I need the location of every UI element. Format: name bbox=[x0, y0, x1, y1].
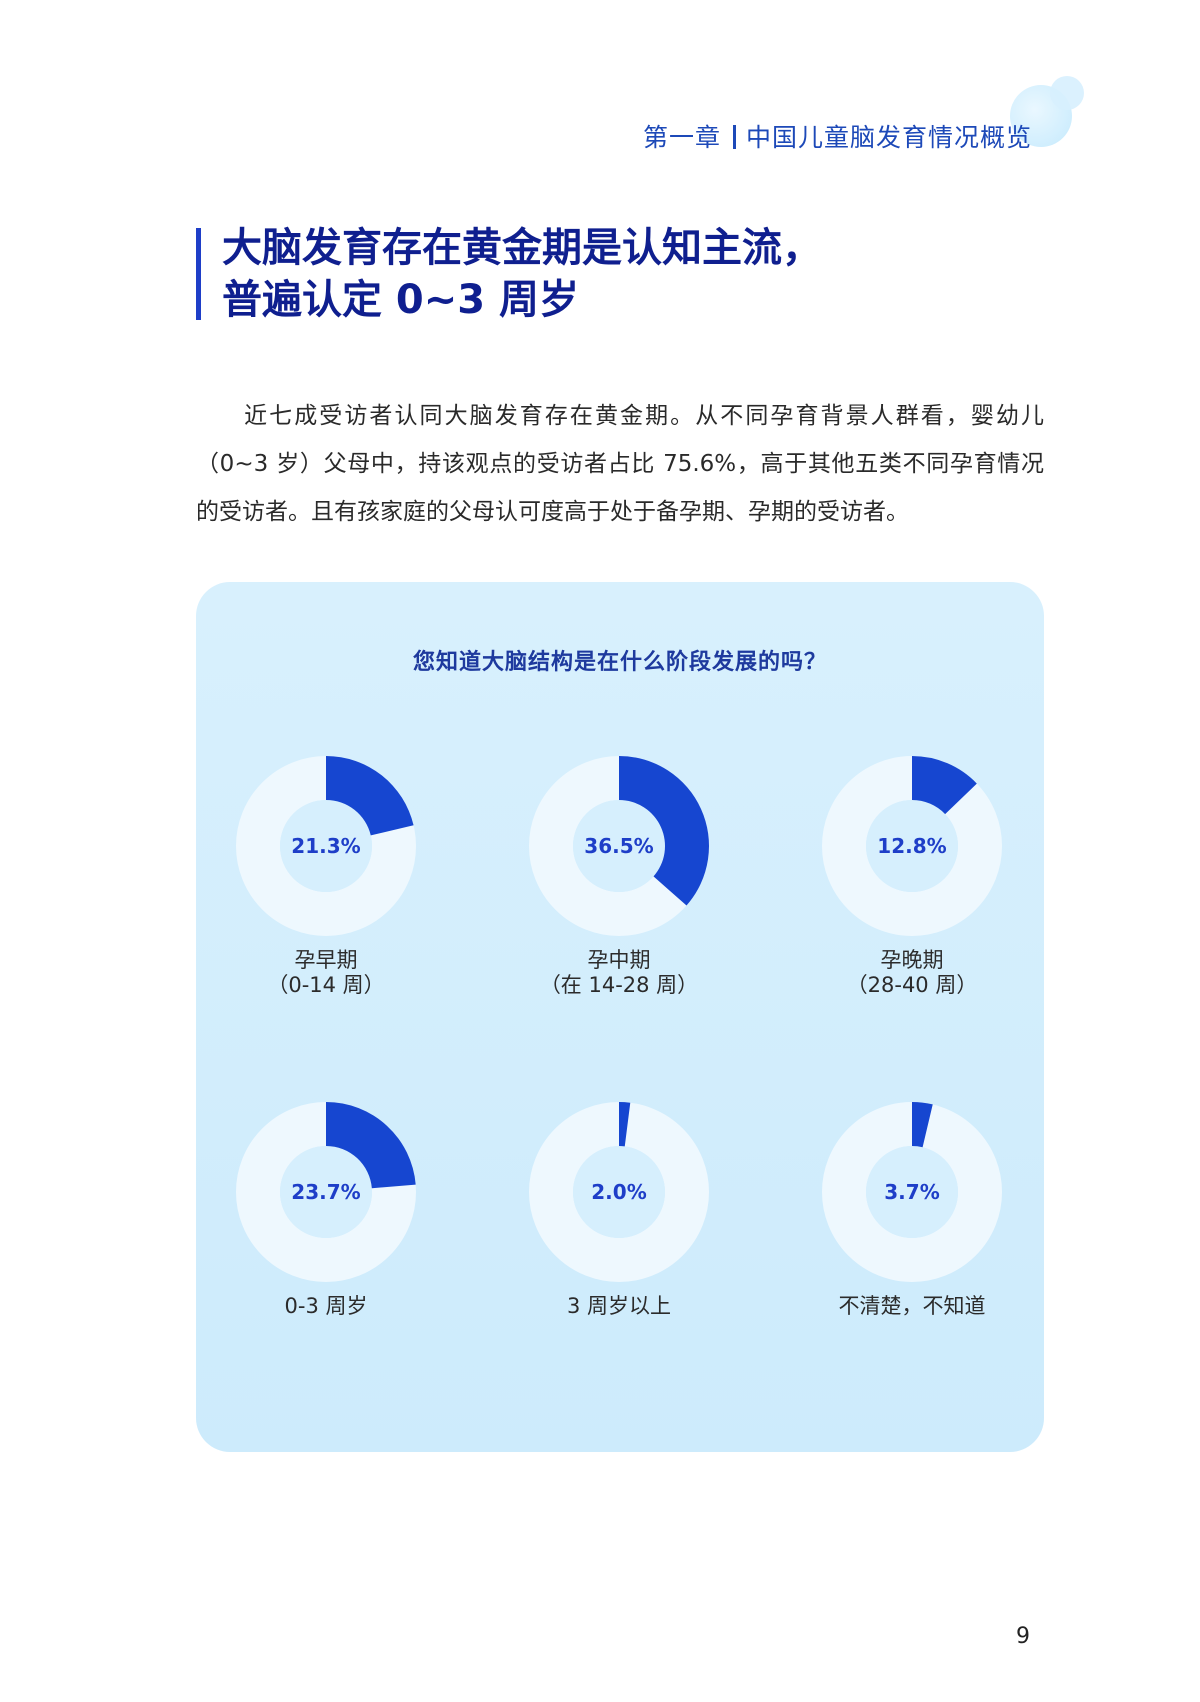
decorative-bubble-small bbox=[1050, 76, 1084, 110]
donut-value-label: 12.8% bbox=[877, 834, 946, 858]
donut-slice bbox=[326, 1102, 416, 1189]
donut-category-label: 不清楚，不知道 bbox=[838, 1294, 986, 1318]
section-title-line1: 大脑发育存在黄金期是认知主流， bbox=[222, 225, 822, 271]
donut-chart: 3.7% bbox=[822, 1102, 1002, 1282]
donut-category-label: 0-3 周岁 bbox=[284, 1294, 368, 1318]
section-title: 大脑发育存在黄金期是认知主流， 普遍认定 0~3 周岁 bbox=[222, 222, 822, 326]
donut-value-label: 2.0% bbox=[591, 1180, 646, 1204]
donut-slice bbox=[326, 756, 414, 836]
donut-value-label: 3.7% bbox=[884, 1180, 939, 1204]
header-separator bbox=[732, 125, 736, 149]
donut-slice bbox=[912, 1102, 933, 1148]
donut-hole bbox=[280, 800, 372, 892]
donut-hole bbox=[573, 1146, 665, 1238]
donut-slice bbox=[619, 756, 709, 906]
donut-item: 36.5% 孕中期 （在 14-28 周） bbox=[489, 754, 749, 998]
donut-category-label: 孕晚期 （28-40 周） bbox=[846, 948, 978, 997]
chart-question: 您知道大脑结构是在什么阶段发展的吗？ bbox=[412, 650, 827, 675]
donut-item: 12.8% 孕晚期 （28-40 周） bbox=[782, 754, 1042, 998]
intro-text: 近七成受访者认同大脑发育存在黄金期。从不同孕育背景人群看，婴幼儿（0~3 岁）父… bbox=[196, 403, 1044, 525]
donut-value-label: 36.5% bbox=[584, 834, 653, 858]
intro-paragraph: 近七成受访者认同大脑发育存在黄金期。从不同孕育背景人群看，婴幼儿（0~3 岁）父… bbox=[196, 392, 1044, 536]
donut-hole bbox=[866, 800, 958, 892]
running-header: 第一章 中国儿童脑发育情况概览 bbox=[643, 118, 1032, 154]
donut-chart: 2.0% bbox=[529, 1102, 709, 1282]
donut-item: 21.3% 孕早期 （0-14 周） bbox=[196, 754, 456, 998]
chapter-number: 第一章 bbox=[642, 123, 721, 152]
donut-value-label: 23.7% bbox=[291, 1180, 360, 1204]
donut-chart: 23.7% bbox=[236, 1102, 416, 1282]
donut-slice bbox=[912, 756, 977, 815]
page-number: 9 bbox=[1016, 1624, 1030, 1649]
donut-item: 23.7% 0-3 周岁 bbox=[196, 1100, 456, 1319]
donut-hole bbox=[280, 1146, 372, 1238]
donut-slice bbox=[619, 1102, 631, 1147]
section-title-line2: 普遍认定 0~3 周岁 bbox=[222, 277, 580, 323]
chart-card: 您知道大脑结构是在什么阶段发展的吗？ 21.3% 孕早期 （0-14 周） 36.5… bbox=[196, 582, 1044, 1452]
chapter-title: 中国儿童脑发育情况概览 bbox=[745, 123, 1032, 152]
donut-item: 3.7% 不清楚，不知道 bbox=[782, 1100, 1042, 1319]
donut-hole bbox=[573, 800, 665, 892]
donut-category-label: 孕早期 （0-14 周） bbox=[267, 948, 385, 997]
donut-value-label: 21.3% bbox=[291, 834, 360, 858]
donut-chart: 36.5% bbox=[529, 756, 709, 936]
section-accent-bar bbox=[196, 228, 201, 320]
donut-category-label: 孕中期 （在 14-28 周） bbox=[539, 948, 699, 997]
donut-category-label: 3 周岁以上 bbox=[566, 1294, 672, 1318]
donut-chart: 21.3% bbox=[236, 756, 416, 936]
donut-chart: 12.8% bbox=[822, 756, 1002, 936]
donut-item: 2.0% 3 周岁以上 bbox=[489, 1100, 749, 1319]
donut-hole bbox=[866, 1146, 958, 1238]
